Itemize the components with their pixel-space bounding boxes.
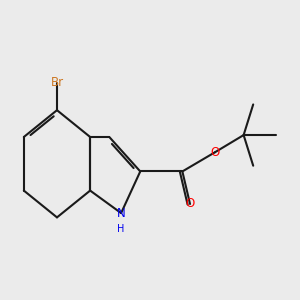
Text: H: H — [117, 224, 125, 234]
Text: O: O — [185, 197, 195, 211]
Text: Br: Br — [50, 76, 64, 89]
Text: N: N — [117, 207, 125, 220]
Text: O: O — [210, 146, 220, 159]
